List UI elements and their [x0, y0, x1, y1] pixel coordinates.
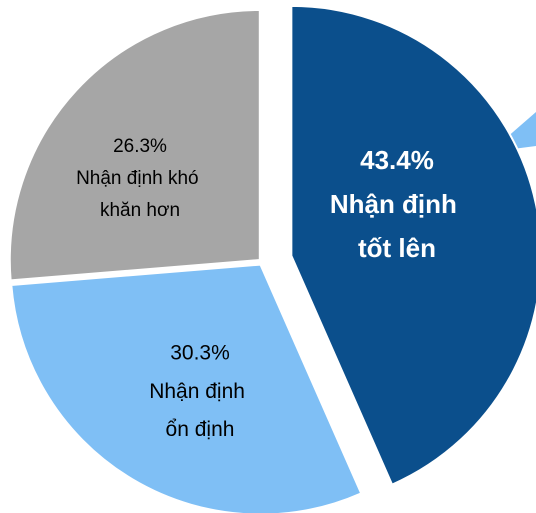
slice-value-label: 43.4%: [360, 145, 434, 175]
slice-value-label: 30.3%: [170, 342, 230, 365]
pie-slice: [8, 8, 261, 282]
slice-category-label: Nhận định ổn định: [149, 380, 251, 441]
slice-category-label: Nhận định tốt lên: [330, 189, 464, 263]
pie-slice: [10, 263, 363, 513]
slice-value-label: 26.3%: [113, 136, 167, 157]
slice-category-label: Nhận định khó khăn hơn: [76, 168, 204, 221]
pie-slice: [290, 4, 536, 486]
